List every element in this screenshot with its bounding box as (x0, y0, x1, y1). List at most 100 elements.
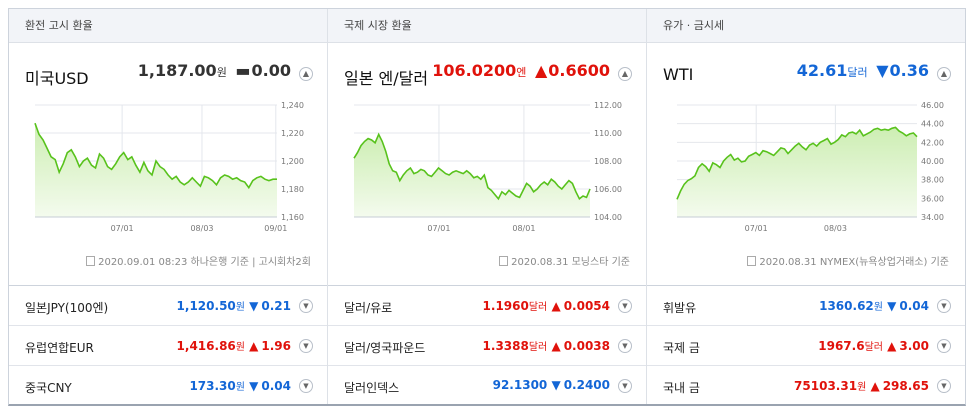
list-item[interactable]: 일본JPY(100엔) 1,120.50원 ▼ 0.21 ▼ (9, 286, 327, 326)
expand-icon[interactable]: ▼ (937, 379, 951, 393)
main-change-symbol: ▲ (534, 61, 548, 80)
item-name: 국제 금 (663, 341, 700, 355)
change: 0.04 (261, 379, 291, 393)
collapse-icon[interactable]: ▲ (618, 67, 632, 81)
main-currency-title[interactable]: 미국USD (25, 69, 89, 88)
y-tick-label: 40.00 (921, 157, 944, 166)
x-tick-label: 08/03 (824, 224, 847, 233)
y-tick-label: 1,220 (281, 129, 304, 138)
change-symbol: ▼ (551, 378, 561, 392)
main-value: 42.61 (796, 61, 848, 80)
main-currency-title[interactable]: 일본 엔/달러 (344, 69, 429, 88)
value: 1967.6 (818, 339, 865, 353)
y-tick-label: 36.00 (921, 194, 944, 203)
x-tick-label: 07/01 (427, 224, 450, 233)
list-item[interactable]: 중국CNY 173.30원 ▼ 0.04 ▼ (9, 366, 327, 406)
list-item[interactable]: 달러인덱스 92.1300 ▼ 0.2400 ▼ (328, 366, 646, 406)
unit: 달러 (864, 342, 883, 353)
item-value: 173.30원 ▼ 0.04 (189, 378, 291, 393)
document-icon (86, 256, 96, 266)
main-currency-value: 106.0200엔 ▲0.6600 (432, 61, 610, 80)
unit: 원 (235, 302, 245, 313)
unit: 원 (873, 302, 883, 313)
change: 0.04 (899, 299, 929, 313)
item-name: 달러/영국파운드 (344, 341, 426, 355)
expand-icon[interactable]: ▼ (618, 379, 632, 393)
panel-header[interactable]: 환전 고시 환율 (9, 9, 327, 43)
expand-icon[interactable]: ▼ (299, 339, 313, 353)
exchange-widget: 환전 고시 환율 미국USD 1,187.00원 ▬0.00 ▲ 1,240 1,… (8, 8, 966, 406)
y-tick-label: 46.00 (921, 101, 944, 110)
item-value: 1.1960달러 ▲ 0.0054 (483, 298, 610, 313)
list-item[interactable]: 달러/유로 1.1960달러 ▲ 0.0054 ▼ (328, 286, 646, 326)
main-value: 106.0200 (432, 61, 517, 80)
value: 1,120.50 (176, 299, 236, 313)
change: 3.00 (899, 339, 929, 353)
y-tick-label: 1,180 (281, 185, 304, 194)
value: 92.1300 (492, 378, 548, 392)
usd-chart: 1,240 1,220 1,200 1,180 1,160 07/01 08/03 09/01 (34, 101, 304, 233)
panel-header[interactable]: 국제 시장 환율 (328, 9, 646, 43)
main-currency-title[interactable]: WTI (663, 65, 694, 84)
y-tick-label: 112.00 (594, 101, 622, 110)
change-symbol: ▲ (870, 379, 880, 393)
change-symbol: ▲ (551, 299, 561, 313)
item-name: 달러/유로 (344, 301, 393, 315)
change-symbol: ▲ (887, 339, 897, 353)
y-tick-label: 1,160 (281, 213, 304, 222)
series-line (676, 126, 918, 200)
unit: 달러 (528, 342, 548, 353)
x-tick-label: 08/03 (190, 224, 213, 233)
change: 0.21 (261, 299, 291, 313)
panel-international-market: 국제 시장 환율 일본 엔/달러 106.0200엔 ▲0.6600 ▲ 112… (327, 9, 646, 404)
list-item[interactable]: 휘발유 1360.62원 ▼ 0.04 ▼ (647, 286, 965, 326)
expand-icon[interactable]: ▼ (299, 379, 313, 393)
item-value: 75103.31원 ▲ 298.65 (794, 378, 929, 393)
list-item[interactable]: 유럽연합EUR 1,416.86원 ▲ 1.96 ▼ (9, 326, 327, 366)
area-fill (35, 123, 277, 217)
main-value: 1,187.00 (137, 61, 217, 80)
value: 1,416.86 (176, 339, 236, 353)
y-tick-label: 44.00 (921, 120, 944, 129)
y-tick-label: 1,200 (281, 157, 304, 166)
expand-icon[interactable]: ▼ (618, 299, 632, 313)
x-tick-label: 08/01 (512, 224, 535, 233)
item-value: 1967.6달러 ▲ 3.00 (818, 338, 929, 353)
change: 0.0038 (563, 339, 610, 353)
expand-icon[interactable]: ▼ (937, 299, 951, 313)
expand-icon[interactable]: ▼ (618, 339, 632, 353)
y-tick-label: 34.00 (921, 213, 944, 222)
value: 1360.62 (819, 299, 874, 313)
list-item[interactable]: 국제 금 1967.6달러 ▲ 3.00 ▼ (647, 326, 965, 366)
main-change-symbol: ▬ (235, 61, 251, 80)
panel-header[interactable]: 유가 · 금시세 (647, 9, 965, 43)
list-item[interactable]: 국내 금 75103.31원 ▲ 298.65 ▼ (647, 366, 965, 406)
wti-chart: 46.00 44.00 42.00 40.00 38.00 36.00 34.00 07/01… (676, 101, 944, 233)
unit: 달러 (528, 302, 548, 313)
item-name: 휘발유 (663, 301, 697, 315)
change-symbol: ▼ (887, 299, 897, 313)
unit: 원 (857, 382, 867, 393)
y-tick-label: 108.00 (594, 157, 622, 166)
y-tick-label: 110.00 (594, 129, 622, 138)
series-line (353, 132, 591, 201)
expand-icon[interactable]: ▼ (937, 339, 951, 353)
main-change: 0.36 (889, 61, 929, 80)
item-value: 92.1300 ▼ 0.2400 (493, 378, 610, 392)
change-symbol: ▼ (249, 299, 259, 313)
y-tick-label: 38.00 (921, 176, 944, 185)
source-info: 2020.09.01 08:23 하나은행 기준 | 고시회차2회 (86, 253, 311, 268)
series-line (34, 122, 277, 190)
main-change-symbol: ▼ (876, 61, 889, 80)
area-fill (354, 134, 590, 217)
y-tick-label: 1,240 (281, 101, 304, 110)
x-tick-label: 07/01 (111, 224, 134, 233)
y-tick-label: 106.00 (594, 185, 622, 194)
change-symbol: ▼ (249, 379, 259, 393)
list-item[interactable]: 달러/영국파운드 1.3388달러 ▲ 0.0038 ▼ (328, 326, 646, 366)
item-name: 중국CNY (25, 381, 72, 395)
collapse-icon[interactable]: ▲ (299, 67, 313, 81)
collapse-icon[interactable]: ▲ (937, 67, 951, 81)
item-value: 1,416.86원 ▲ 1.96 (177, 338, 291, 353)
expand-icon[interactable]: ▼ (299, 299, 313, 313)
